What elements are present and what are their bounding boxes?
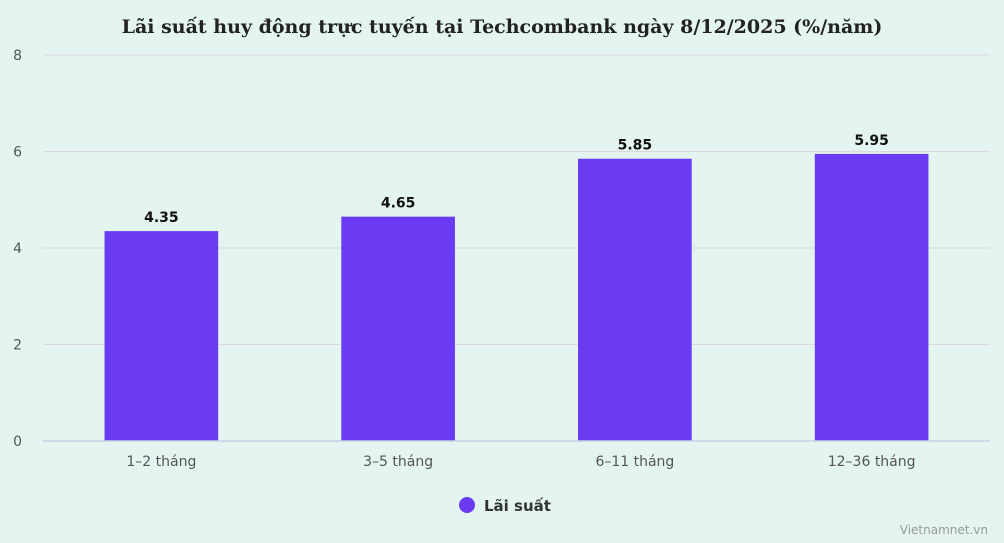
x-tick-label: 3–5 tháng xyxy=(363,454,433,470)
chart-title: Lãi suất huy động trực tuyến tại Techcom… xyxy=(122,16,883,38)
legend-swatch xyxy=(459,497,475,513)
y-tick-label: 4 xyxy=(13,241,22,257)
data-label: 4.65 xyxy=(381,196,416,212)
y-tick-label: 2 xyxy=(13,338,22,354)
bar[interactable] xyxy=(341,216,455,441)
data-label: 5.95 xyxy=(854,133,889,149)
y-tick-label: 6 xyxy=(13,145,22,161)
data-label: 5.85 xyxy=(618,138,653,154)
x-axis-ticks: 1–2 tháng 3–5 tháng 6–11 tháng 12–36 tháng xyxy=(126,454,915,470)
y-axis-ticks: 0 2 4 6 8 xyxy=(13,48,22,450)
x-tick-label: 6–11 tháng xyxy=(595,454,674,470)
y-tick-label: 0 xyxy=(13,434,22,450)
data-labels: 4.35 4.65 5.85 5.95 xyxy=(144,133,889,226)
legend-label: Lãi suất xyxy=(484,497,551,515)
bars xyxy=(104,153,929,442)
legend[interactable]: Lãi suất xyxy=(459,497,551,515)
data-label: 4.35 xyxy=(144,210,179,226)
x-tick-label: 12–36 tháng xyxy=(828,454,916,470)
x-tick-label: 1–2 tháng xyxy=(126,454,196,470)
bar[interactable] xyxy=(104,231,219,441)
source-credit: Vietnamnet.vn xyxy=(900,523,988,537)
y-tick-label: 8 xyxy=(13,48,22,64)
bar[interactable] xyxy=(814,153,929,441)
bar[interactable] xyxy=(578,158,692,442)
